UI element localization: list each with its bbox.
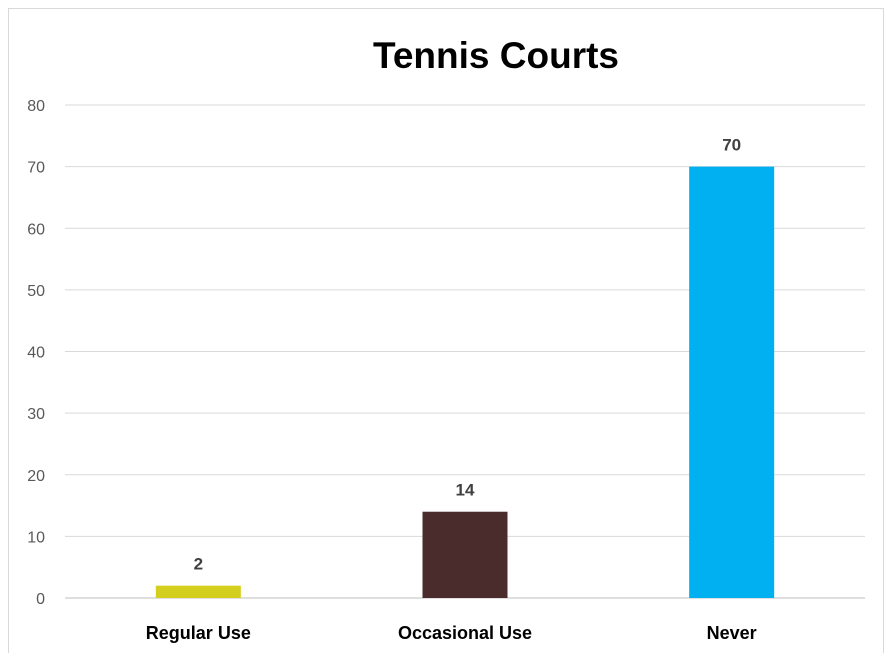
y-tick-label: 0	[36, 591, 45, 608]
y-tick-label: 80	[27, 98, 45, 115]
y-tick-label: 40	[27, 345, 45, 362]
x-axis-ticks: Regular Use Occasional Use Never	[146, 623, 757, 643]
data-labels: 2 14 70	[194, 136, 742, 574]
y-tick-label: 60	[27, 221, 45, 238]
bar	[155, 585, 241, 598]
data-label: 14	[456, 481, 475, 500]
bars	[155, 166, 775, 598]
chart-title: Tennis Courts	[373, 35, 619, 76]
x-tick-label: Never	[707, 623, 757, 643]
x-tick-label: Regular Use	[146, 623, 251, 643]
y-tick-label: 50	[27, 283, 45, 300]
y-tick-label: 10	[27, 529, 45, 546]
bar	[422, 511, 508, 598]
bar	[689, 166, 775, 598]
x-tick-label: Occasional Use	[398, 623, 532, 643]
data-label: 70	[722, 136, 741, 155]
y-tick-label: 20	[27, 468, 45, 485]
y-tick-label: 30	[27, 406, 45, 423]
y-tick-label: 70	[27, 160, 45, 177]
data-label: 2	[194, 555, 203, 574]
y-axis-ticks: 0 10 20 30 40 50 60 70 80	[27, 98, 45, 608]
